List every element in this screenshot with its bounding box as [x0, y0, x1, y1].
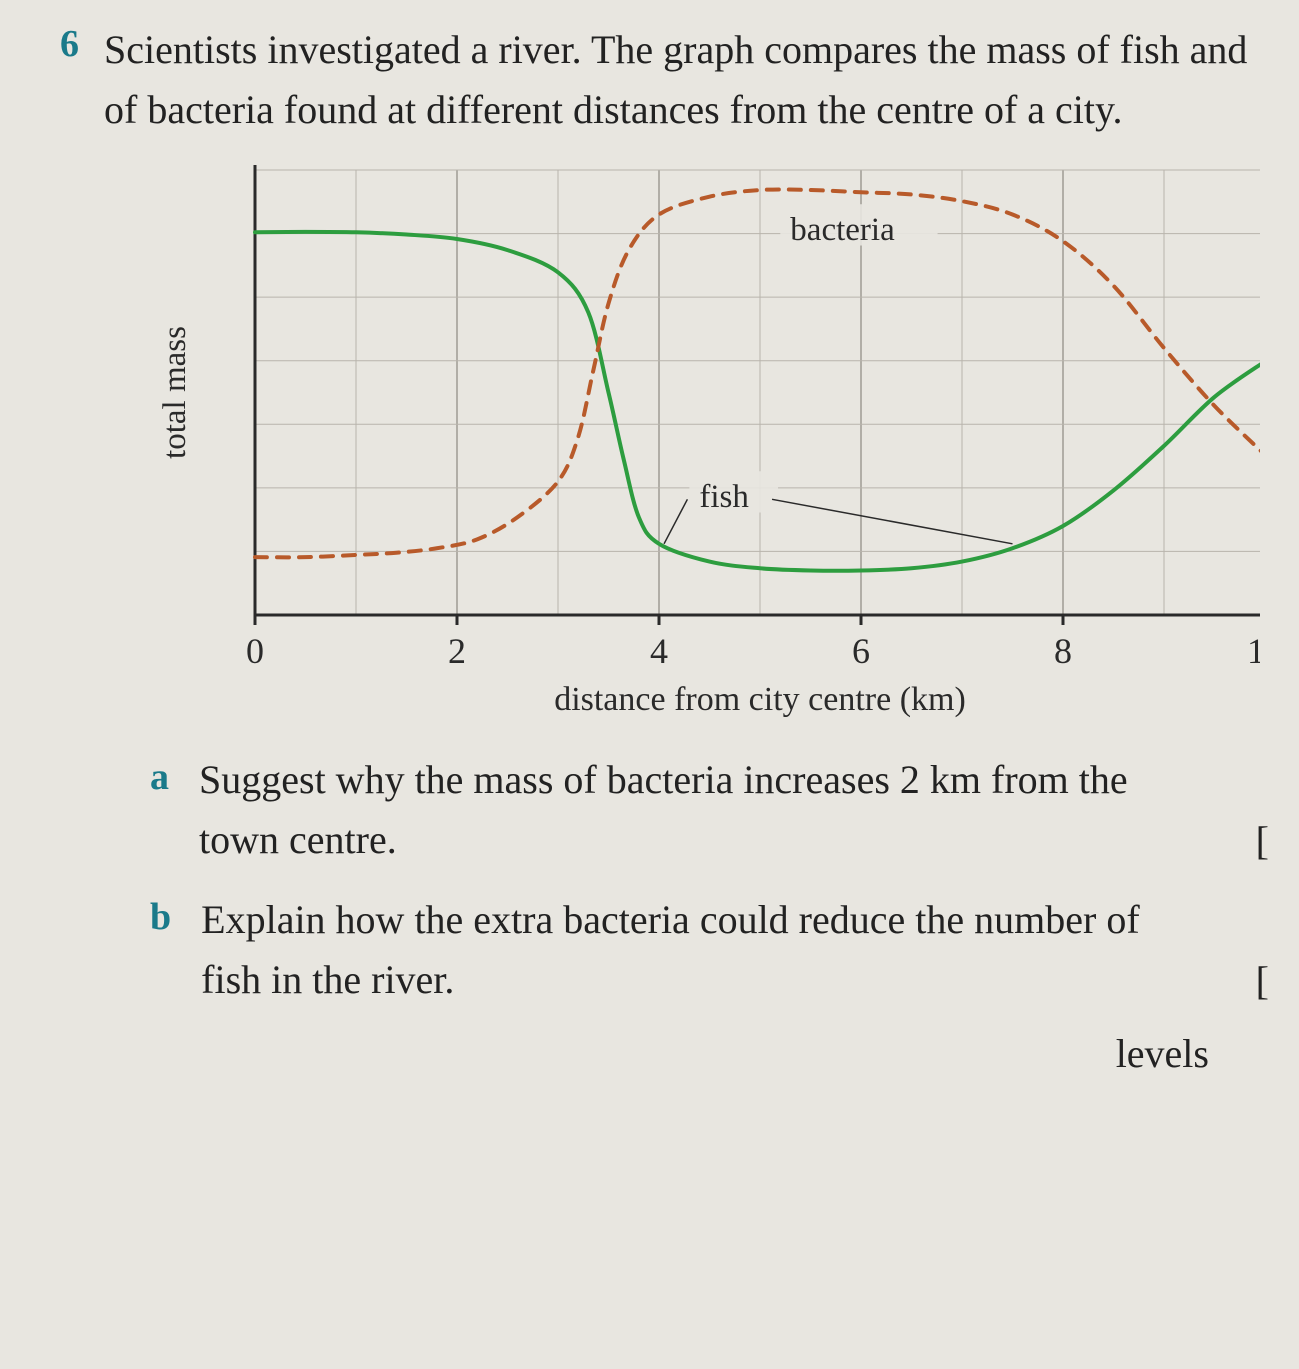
question-stem: Scientists investigated a river. The gra… — [104, 20, 1269, 140]
subpart-b: b Explain how the extra bacteria could re… — [150, 890, 1269, 1010]
question-stem-block: 6 Scientists investigated a river. The g… — [60, 20, 1269, 140]
subparts-container: a Suggest why the mass of bacteria increa… — [60, 750, 1269, 1010]
series-label-fish: fish — [699, 479, 749, 515]
series-fish — [255, 232, 1260, 571]
cutoff-text: levels — [150, 1030, 1269, 1077]
subpart-letter: a — [150, 750, 169, 805]
subpart-letter: b — [150, 890, 171, 945]
svg-text:2: 2 — [448, 631, 466, 671]
svg-text:4: 4 — [650, 631, 668, 671]
question-number: 6 — [60, 20, 79, 69]
chart-svg: 0 2 4 6 8 10 distance from city centre (km) tot… — [120, 160, 1260, 720]
svg-text:8: 8 — [1054, 631, 1072, 671]
svg-text:0: 0 — [246, 631, 264, 671]
svg-text:6: 6 — [852, 631, 870, 671]
svg-text:10: 10 — [1247, 631, 1260, 671]
subpart-a: a Suggest why the mass of bacteria increa… — [150, 750, 1269, 870]
marks-bracket: [ — [1256, 957, 1269, 1010]
svg-text:distance from city centre (km): distance from city centre (km) — [554, 681, 966, 718]
page-root: 6 Scientists investigated a river. The g… — [0, 0, 1299, 1077]
subpart-text: Suggest why the mass of bacteria increas… — [199, 750, 1206, 870]
svg-text:total mass: total mass — [157, 326, 193, 459]
series-label-bacteria: bacteria — [790, 212, 895, 248]
subpart-text: Explain how the extra bacteria could red… — [201, 890, 1206, 1010]
chart-container: 0 2 4 6 8 10 distance from city centre (km) tot… — [120, 160, 1269, 720]
marks-bracket: [ — [1256, 817, 1269, 870]
